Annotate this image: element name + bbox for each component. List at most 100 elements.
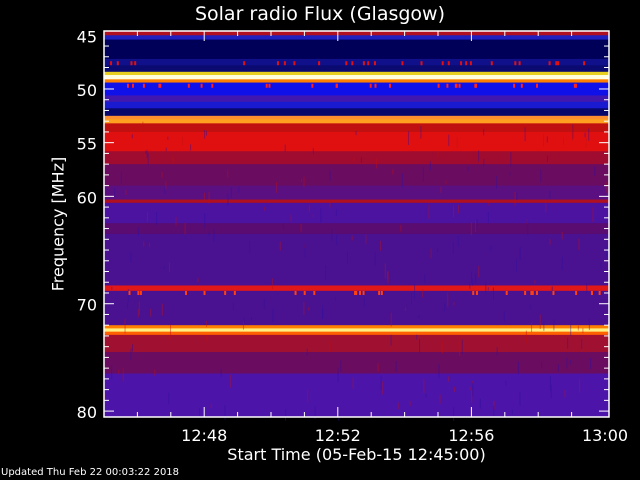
noise-streak	[490, 245, 492, 252]
burst-mark	[224, 290, 227, 295]
noise-streak	[519, 391, 521, 406]
noise-streak	[271, 278, 273, 289]
burst-mark	[557, 61, 560, 66]
noise-streak	[118, 369, 120, 375]
noise-streak	[440, 186, 442, 193]
noise-streak	[469, 282, 471, 289]
noise-streak	[282, 223, 284, 229]
noise-streak	[175, 216, 177, 226]
noise-streak	[301, 179, 303, 183]
noise-streak	[336, 235, 338, 245]
noise-streak	[374, 252, 376, 266]
burst-mark	[139, 290, 142, 295]
noise-streak	[108, 185, 110, 189]
burst-mark	[490, 61, 493, 66]
y-tick-label: 50	[77, 81, 97, 100]
noise-streak	[229, 374, 231, 388]
burst-mark	[128, 290, 131, 295]
noise-streak	[130, 348, 132, 361]
noise-streak	[570, 324, 572, 336]
burst-mark	[313, 290, 316, 295]
noise-streak	[227, 170, 229, 178]
noise-streak	[284, 144, 286, 152]
noise-streak	[476, 218, 478, 231]
noise-streak	[472, 380, 474, 385]
burst-mark	[514, 61, 517, 66]
noise-streak	[148, 243, 150, 248]
spectrum-band	[104, 75, 609, 80]
noise-streak	[453, 302, 455, 306]
noise-streak	[272, 308, 274, 323]
y-tick-label: 70	[77, 296, 97, 315]
noise-streak	[165, 181, 167, 190]
noise-streak	[320, 208, 322, 223]
noise-streak	[285, 409, 287, 421]
noise-streak	[540, 169, 542, 183]
noise-streak	[505, 380, 507, 386]
noise-streak	[549, 190, 551, 199]
noise-streak	[425, 393, 427, 398]
noise-streak	[561, 231, 563, 240]
burst-mark	[211, 83, 214, 88]
burst-mark	[555, 61, 558, 66]
noise-streak	[475, 273, 477, 284]
burst-mark	[520, 83, 523, 88]
noise-streak	[590, 358, 592, 370]
noise-streak	[437, 248, 439, 253]
noise-streak	[607, 186, 609, 197]
noise-streak	[483, 159, 485, 167]
burst-mark	[203, 290, 206, 295]
noise-streak	[303, 176, 305, 187]
noise-streak	[124, 318, 126, 334]
burst-mark	[369, 83, 372, 88]
noise-streak	[510, 152, 512, 167]
spectrum-band	[104, 101, 609, 109]
spectrum-band	[104, 31, 609, 36]
noise-streak	[453, 407, 455, 422]
noise-streak	[452, 241, 454, 255]
noise-streak	[147, 153, 149, 165]
noise-streak	[545, 201, 547, 213]
noise-streak	[390, 334, 392, 346]
y-tick-label: 60	[77, 188, 97, 207]
noise-streak	[519, 246, 521, 261]
burst-mark	[303, 290, 306, 295]
noise-streak	[304, 244, 306, 258]
noise-streak	[472, 382, 474, 396]
noise-streak	[380, 240, 382, 251]
noise-streak	[578, 238, 580, 251]
noise-streak	[154, 369, 156, 377]
spectrum-band	[104, 199, 609, 204]
noise-streak	[120, 172, 122, 185]
burst-mark	[187, 83, 190, 88]
noise-streak	[205, 130, 207, 136]
noise-streak	[549, 375, 551, 391]
noise-streak	[551, 286, 553, 292]
spectrum-band	[104, 285, 609, 292]
burst-mark	[573, 83, 576, 88]
noise-streak	[539, 314, 541, 330]
noise-streak	[390, 312, 392, 327]
noise-streak	[496, 176, 498, 189]
noise-streak	[457, 235, 459, 247]
burst-mark	[505, 290, 508, 295]
noise-streak	[516, 259, 518, 272]
burst-mark	[283, 61, 286, 66]
burst-mark	[475, 290, 478, 295]
x-tick-label: 12:48	[181, 426, 227, 445]
burst-mark	[530, 290, 533, 295]
spectrum-band	[104, 119, 609, 124]
noise-streak	[467, 166, 469, 172]
noise-streak	[249, 241, 251, 254]
spectrum-band	[104, 202, 609, 224]
noise-streak	[138, 301, 140, 316]
burst-mark	[362, 290, 365, 295]
noise-streak	[340, 360, 342, 372]
noise-streak	[304, 244, 306, 249]
noise-streak	[566, 357, 568, 369]
noise-streak	[487, 287, 489, 291]
noise-streak	[445, 180, 447, 184]
noise-streak	[429, 161, 431, 171]
noise-streak	[585, 142, 587, 148]
burst-mark	[460, 61, 463, 66]
